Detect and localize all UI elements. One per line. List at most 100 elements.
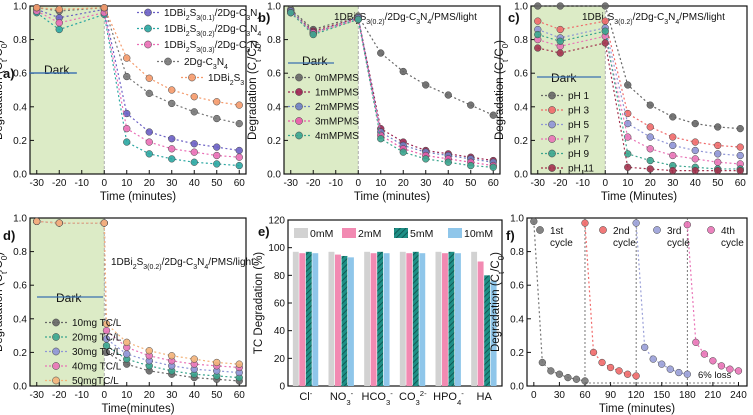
legend-item-1mMPMS: 1mMPMS <box>315 88 359 99</box>
x-tick-label: 150 <box>653 390 670 401</box>
data-point <box>641 343 649 352</box>
category-label: HPO4- <box>433 389 464 407</box>
panel-label: a) <box>3 66 15 81</box>
data-point <box>598 358 606 367</box>
data-point <box>534 2 542 10</box>
bar-2mM <box>299 253 306 386</box>
data-point <box>669 166 677 175</box>
series-line-1DBi2S3 <box>36 7 240 106</box>
data-point <box>649 355 657 363</box>
legend-swatch <box>394 228 408 238</box>
dark-zone <box>30 218 105 386</box>
bar-5mM <box>448 251 455 386</box>
data-point <box>467 101 475 109</box>
data-point <box>547 367 555 375</box>
y-tick-label: 0.0 <box>514 170 528 181</box>
x-tick-label: 30 <box>166 390 178 401</box>
x-tick-label: -20 <box>52 178 67 189</box>
data-point <box>287 9 295 17</box>
x-tick-label: 50 <box>712 178 724 189</box>
category-label: HCO3- <box>362 389 394 407</box>
legend-item-pH 5: pH 5 <box>568 120 590 131</box>
data-point <box>145 128 153 136</box>
data-point <box>123 138 131 146</box>
x-tick-label: 60 <box>735 178 747 189</box>
data-point <box>599 226 607 234</box>
data-point <box>572 375 581 383</box>
bar-10mM <box>419 253 426 386</box>
data-point <box>691 146 699 155</box>
data-point <box>534 30 542 39</box>
x-tick-label: 30 <box>420 178 432 189</box>
data-point <box>714 150 722 158</box>
bar-10mM <box>312 253 319 386</box>
data-point <box>646 165 654 173</box>
y-tick-label: 0.8 <box>13 247 27 258</box>
data-point <box>33 4 41 12</box>
data-point <box>213 160 221 168</box>
x-axis-label: Time(minutes) <box>101 403 174 415</box>
axes-frame <box>283 5 501 175</box>
data-point <box>624 81 632 89</box>
y-tick-label: 0.4 <box>13 314 27 325</box>
y-tick-label: 0.4 <box>13 102 27 113</box>
y-tick-label: 1.0 <box>267 2 281 13</box>
x-tick-label: 0 <box>602 178 608 189</box>
x-tick-label: 20 <box>144 178 156 189</box>
x-axis-label: Time (minutes) <box>599 403 675 415</box>
x-tick-label: -30 <box>284 178 299 189</box>
data-point <box>52 376 60 385</box>
data-point <box>632 372 640 380</box>
legend-item-4mMPMS: 4mMPMS <box>315 131 359 142</box>
data-point <box>213 151 221 160</box>
panel-label: d) <box>3 228 15 243</box>
panel-label: e) <box>258 224 270 239</box>
data-point <box>295 131 303 140</box>
y-tick-label: 0.6 <box>13 281 27 292</box>
y-tick-label: 40 <box>274 326 286 337</box>
data-point <box>669 151 677 160</box>
x-tick-label: -10 <box>75 178 90 189</box>
x-tick-label: 60 <box>234 390 246 401</box>
bar-5mM <box>305 251 312 386</box>
data-point <box>295 102 303 111</box>
x-tick-label: 90 <box>605 390 617 401</box>
x-tick-label: 0 <box>355 178 361 189</box>
data-point <box>601 39 609 47</box>
data-point <box>548 91 556 100</box>
x-tick-label: 50 <box>465 178 477 189</box>
data-point <box>581 219 589 227</box>
legend-label: 0mM <box>310 228 333 240</box>
x-tick-label: 0 <box>101 390 107 401</box>
axes-frame <box>287 219 503 387</box>
data-point <box>33 217 41 226</box>
data-point <box>624 163 632 171</box>
data-point <box>55 19 63 27</box>
x-tick-label: -20 <box>306 178 321 189</box>
y-tick-label: 0.6 <box>514 69 528 80</box>
legend-item-1DBi2S3: 1DBi2S3 <box>208 73 244 87</box>
x-tick-label: 40 <box>443 178 455 189</box>
bar-5mM <box>377 251 384 386</box>
data-point <box>581 377 589 385</box>
data-point <box>123 54 131 62</box>
panel-f: 0.0 0.2 0.4 0.6 0.8 1.0 0 30 60 90 120 150 180 210 240… <box>490 214 748 415</box>
data-point <box>734 367 743 375</box>
dark-label: Dark <box>56 291 82 305</box>
legend-swatch <box>448 228 462 238</box>
data-point <box>55 219 63 227</box>
data-point <box>123 350 131 358</box>
legend-label: 5mM <box>410 228 433 240</box>
data-point <box>123 338 131 346</box>
data-point <box>145 74 153 82</box>
x-tick-label: 210 <box>705 390 722 401</box>
data-point <box>632 219 640 227</box>
y-tick-label: 0.8 <box>13 35 27 46</box>
data-point <box>556 2 564 10</box>
data-point <box>692 338 700 346</box>
data-point <box>538 358 546 367</box>
y-tick-label: 0.4 <box>514 102 528 113</box>
x-tick-label: -10 <box>75 390 90 401</box>
legend-swatch <box>342 228 356 238</box>
x-tick-label: 30 <box>667 178 679 189</box>
